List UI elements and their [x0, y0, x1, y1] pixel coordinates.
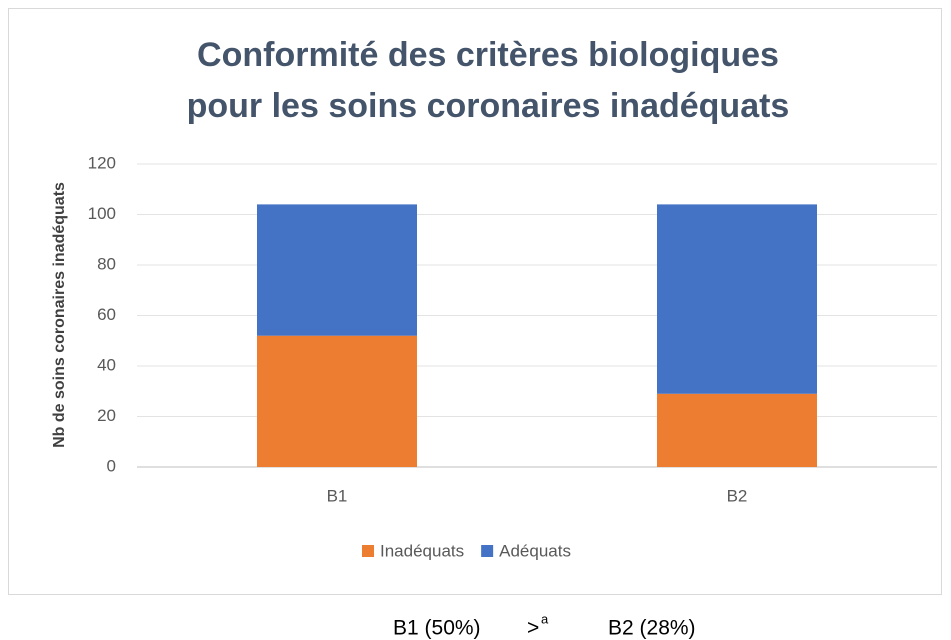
- footnote-superscript: a: [541, 611, 549, 626]
- bar-segment: [657, 393, 817, 467]
- y-tick-label: 20: [97, 406, 116, 425]
- y-tick-label: 0: [107, 456, 116, 475]
- x-tick-label: B1: [327, 486, 348, 505]
- footnote-right: B2 (28%): [608, 617, 696, 640]
- x-tick-label: B2: [727, 486, 748, 505]
- legend-label: Inadéquats: [380, 541, 464, 560]
- chart-title: pour les soins coronaires inadéquats: [187, 87, 790, 125]
- footnote-left: B1 (50%): [393, 617, 481, 640]
- bar-segment: [257, 335, 417, 467]
- footnote-operator: >: [527, 617, 539, 640]
- y-tick-label: 60: [97, 305, 116, 324]
- y-tick-label: 100: [88, 204, 116, 223]
- legend-swatch: [481, 545, 494, 557]
- y-tick-label: 40: [97, 355, 116, 374]
- y-axis-label: Nb de soins coronaires inadéquats: [51, 182, 68, 448]
- y-tick-label: 120: [88, 153, 116, 172]
- y-tick-label: 80: [97, 254, 116, 273]
- chart-title: Conformité des critères biologiques: [197, 36, 779, 74]
- legend-swatch: [362, 545, 374, 557]
- bar-segment: [257, 204, 417, 336]
- legend-label: Adéquats: [499, 541, 571, 560]
- bar-segment: [657, 204, 817, 394]
